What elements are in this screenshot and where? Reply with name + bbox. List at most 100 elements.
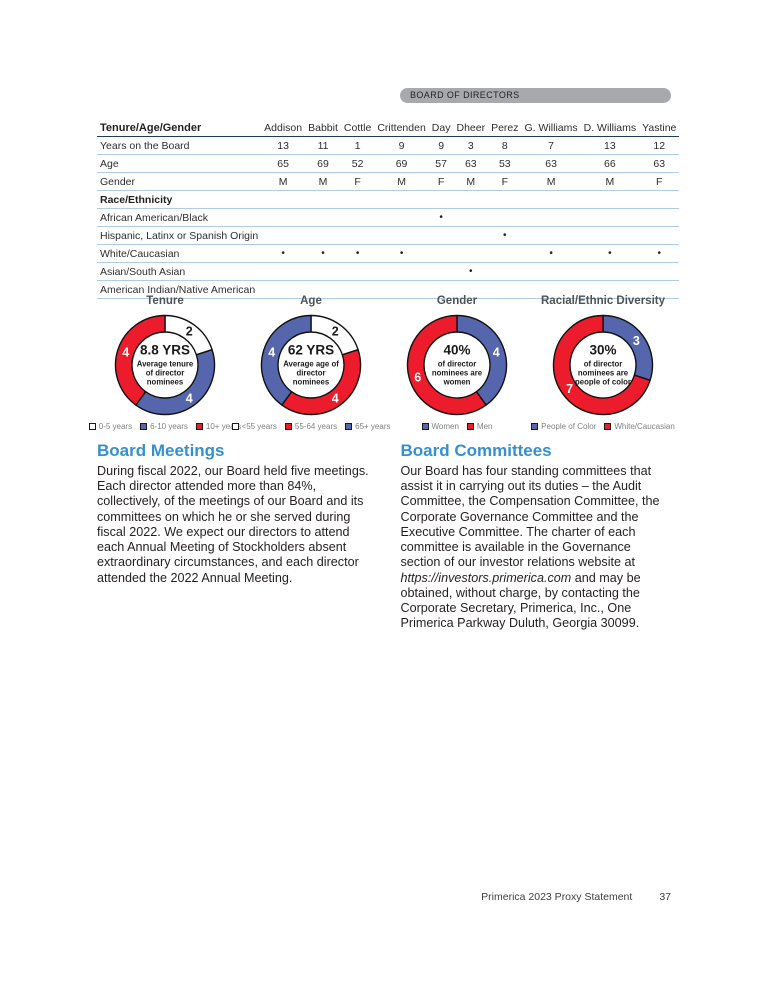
column-header-addison: Addison [261,119,306,137]
table-cell [639,226,680,245]
committees-body-text: Our Board has four standing committees t… [400,464,660,570]
chart-legend: 0-5 years 6-10 years 10+ years [88,422,242,431]
legend-swatch-icon [345,423,353,430]
column-header-babbit: Babbit [305,119,341,137]
board-meetings-section: Board Meetings During fiscal 2022, our B… [97,441,371,632]
membership-dot: • [580,244,640,263]
donut-segment-value: 4 [122,345,129,359]
table-cell [428,244,454,263]
legend-swatch-icon [140,423,148,430]
committees-body-text-after: and may be obtained, without charge, by … [400,570,641,631]
donut-segment-65+-years [260,314,312,406]
table-head: Tenure/Age/Gender Addison Babbit Cottle Crit… [97,119,680,137]
donut-segment-value: 2 [332,325,339,339]
table-row: Asian/South Asian • [97,262,680,281]
legend-label: White/Caucasian [614,422,675,431]
table-cell [453,208,489,227]
table-cell [580,208,640,227]
row-label: Race/Ethnicity [97,190,262,209]
column-header-yastine: Yastine [639,119,680,137]
donut-segment-value: 4 [332,391,339,405]
donut-segment-value: 4 [268,345,275,359]
column-header-perez: Perez [488,119,522,137]
table-cell [261,226,306,245]
table-cell [453,280,489,299]
legend-swatch-icon [88,423,96,430]
table-cell [580,262,640,281]
legend-item: 10+ years [195,422,242,431]
table-cell [580,280,640,299]
table-cell [428,226,454,245]
table-cell [261,208,306,227]
legend-item: <55 years [231,422,277,431]
table-header-label: Tenure/Age/Gender [97,119,262,137]
banner-label: BOARD OF DIRECTORS [410,90,520,100]
column-header-day: Day [428,119,454,137]
legend-item: 55-64 years [284,422,338,431]
table-cell: 3 [453,136,489,155]
investor-relations-url[interactable]: https://investors.primerica.com [400,570,572,585]
table-cell [340,262,375,281]
chart-legend: Women Men [421,422,492,431]
legend-item: 6-10 years [140,422,188,431]
donut-segment-white-caucasian [552,314,651,416]
row-label: Age [97,154,262,173]
row-label: Years on the Board [97,136,262,155]
donut-svg: 46 [406,314,508,416]
table-cell: 63 [521,154,581,173]
board-directors-table: Tenure/Age/Gender Addison Babbit Cottle Crit… [97,119,680,299]
chart-title: Age [300,295,322,307]
table-cell [340,280,375,299]
table-cell [639,208,680,227]
donut-segment-55-64-years [281,349,362,416]
column-header-g-williams: G. Williams [521,119,581,137]
table-cell [453,226,489,245]
table-cell [374,262,429,281]
column-header-crittenden: Crittenden [374,119,429,137]
table-cell [340,208,375,227]
table-cell: 8 [488,136,522,155]
footer-page-number: 37 [659,891,671,903]
table-cell: 65 [261,154,306,173]
donut-chart-tenure: Tenure 2 4 4 8.8 YRS Average tenure of direct… [88,295,241,431]
table-cell [488,190,522,209]
table-cell [261,262,306,281]
table-cell: 9 [374,136,429,155]
table-header-row: Tenure/Age/Gender Addison Babbit Cottle Crit… [97,119,680,137]
table-cell: F [340,172,375,191]
legend-item: Men [466,422,492,431]
legend-item: 65+ years [345,422,390,431]
legend-swatch-icon [466,423,474,430]
legend-item: People of Color [531,422,596,431]
table-cell [521,280,581,299]
table-cell: 11 [305,136,341,155]
donut-svg: 37 [552,314,654,416]
donut-chart-gender: Gender 4 6 40% of director nominees are wome… [384,295,530,431]
table-cell: F [488,172,522,191]
table-cell: M [453,172,489,191]
donut-segment-6-10-years [135,349,216,416]
table-cell [521,208,581,227]
table-row: Hispanic, Latinx or Spanish Origin • [97,226,680,245]
table-cell [428,190,454,209]
table-cell [428,280,454,299]
legend-label: 65+ years [355,422,391,431]
donut-segment-women [456,314,508,406]
donut-charts-row: Tenure 2 4 4 8.8 YRS Average tenure of direct… [88,295,676,431]
table-cell: 63 [639,154,680,173]
table-cell: M [580,172,640,191]
row-label: Asian/South Asian [97,262,262,281]
table-cell [488,280,522,299]
table-cell: 13 [261,136,306,155]
legend-label: 10+ years [205,422,242,431]
row-label: White/Caucasian [97,244,262,263]
table-cell: 53 [488,154,522,173]
donut-chart-age: Age 2 4 4 62 YRS Average age of director nomi… [231,295,390,431]
board-meetings-heading: Board Meetings [97,441,225,460]
table-cell [488,262,522,281]
donut-chart-racial-ethnic-diversity: Racial/Ethnic Diversity 3 7 30% of director … [530,295,676,431]
chart-legend: People of Color White/Caucasian [531,422,675,431]
donut-ring: 4 6 40% of director nominees are women [405,313,509,417]
legend-label: 55-64 years [294,422,338,431]
